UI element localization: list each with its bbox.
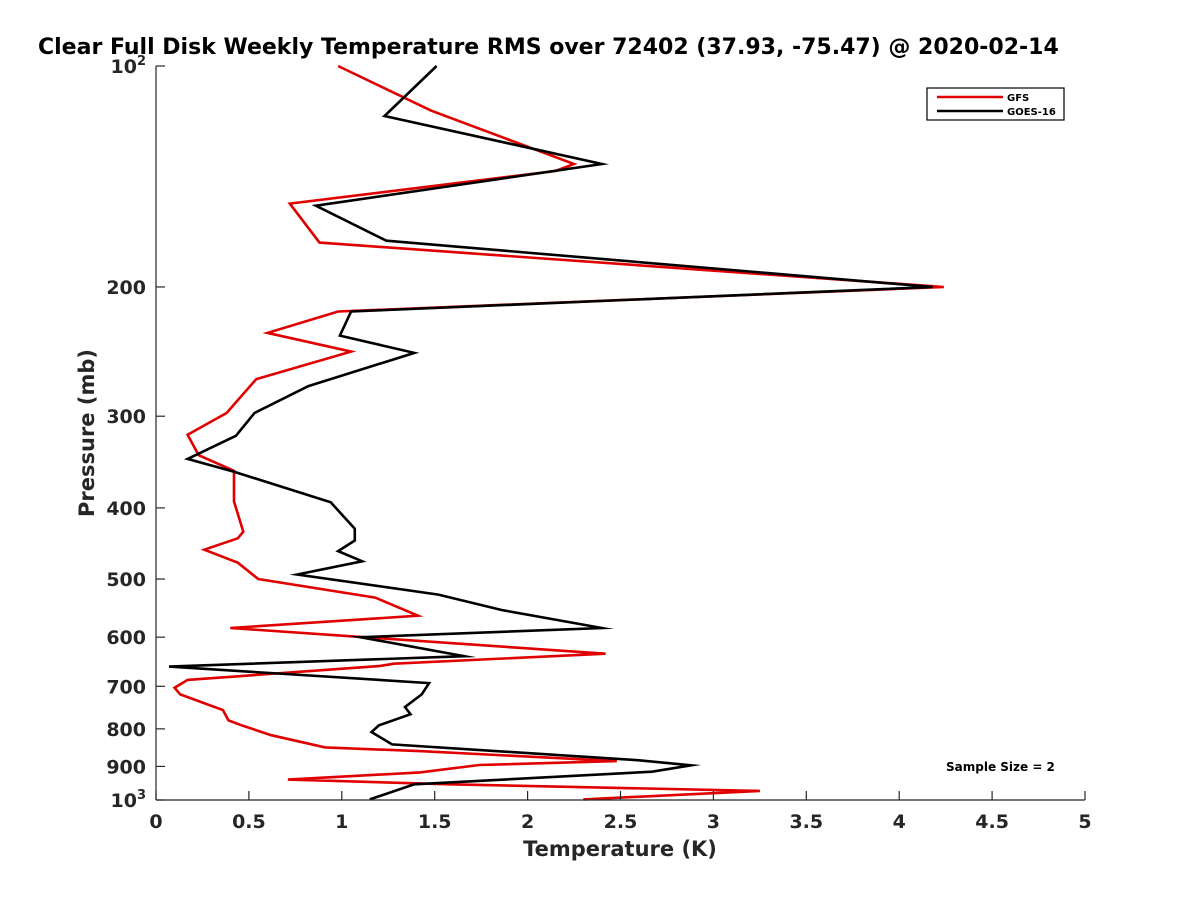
legend-label: GOES-16 — [1007, 107, 1056, 118]
x-tick-label: 5 — [1078, 811, 1091, 833]
y-tick-label: 400 — [106, 498, 146, 520]
y-ticks: 102 200 300 400 500 600 700 800 900 103 — [106, 54, 165, 812]
series-line-goes-16 — [168, 65, 933, 801]
series-layer — [168, 64, 944, 801]
x-tick-label: 0 — [149, 811, 162, 833]
x-tick-label: 2.5 — [604, 811, 638, 833]
x-tick-label: 0.5 — [232, 811, 266, 833]
y-tick-label: 300 — [106, 406, 146, 428]
x-tick-label: 1 — [335, 811, 348, 833]
x-tick-label: 3 — [707, 811, 720, 833]
chart-title: Clear Full Disk Weekly Temperature RMS o… — [38, 35, 1059, 60]
x-ticks: 0 0.5 1 1.5 2 2.5 3 3.5 4 4.5 5 — [149, 791, 1092, 833]
y-tick-label: 700 — [106, 676, 146, 698]
y-axis-label: Pressure (mb) — [75, 349, 99, 517]
x-tick-label: 4 — [893, 811, 906, 833]
sample-size-annotation: Sample Size = 2 — [946, 760, 1055, 774]
y-tick-label: 500 — [106, 569, 146, 591]
legend-label: GFS — [1007, 93, 1029, 104]
series-line-gfs — [172, 64, 944, 801]
x-tick-label: 3.5 — [789, 811, 823, 833]
x-tick-label: 1.5 — [418, 811, 452, 833]
y-tick-label: 102 — [111, 54, 147, 78]
y-tick-label: 200 — [106, 277, 146, 299]
x-axis-label: Temperature (K) — [523, 837, 717, 861]
y-tick-label: 103 — [111, 788, 147, 812]
legend: GFS GOES-16 — [926, 87, 1065, 121]
x-tick-label: 4.5 — [975, 811, 1009, 833]
legend-box — [926, 87, 1065, 121]
y-tick-label: 600 — [106, 627, 146, 649]
y-tick-label: 800 — [106, 719, 146, 741]
legend-items: GFS GOES-16 — [937, 93, 1056, 118]
x-tick-label: 2 — [521, 811, 534, 833]
y-tick-label: 900 — [106, 756, 146, 778]
